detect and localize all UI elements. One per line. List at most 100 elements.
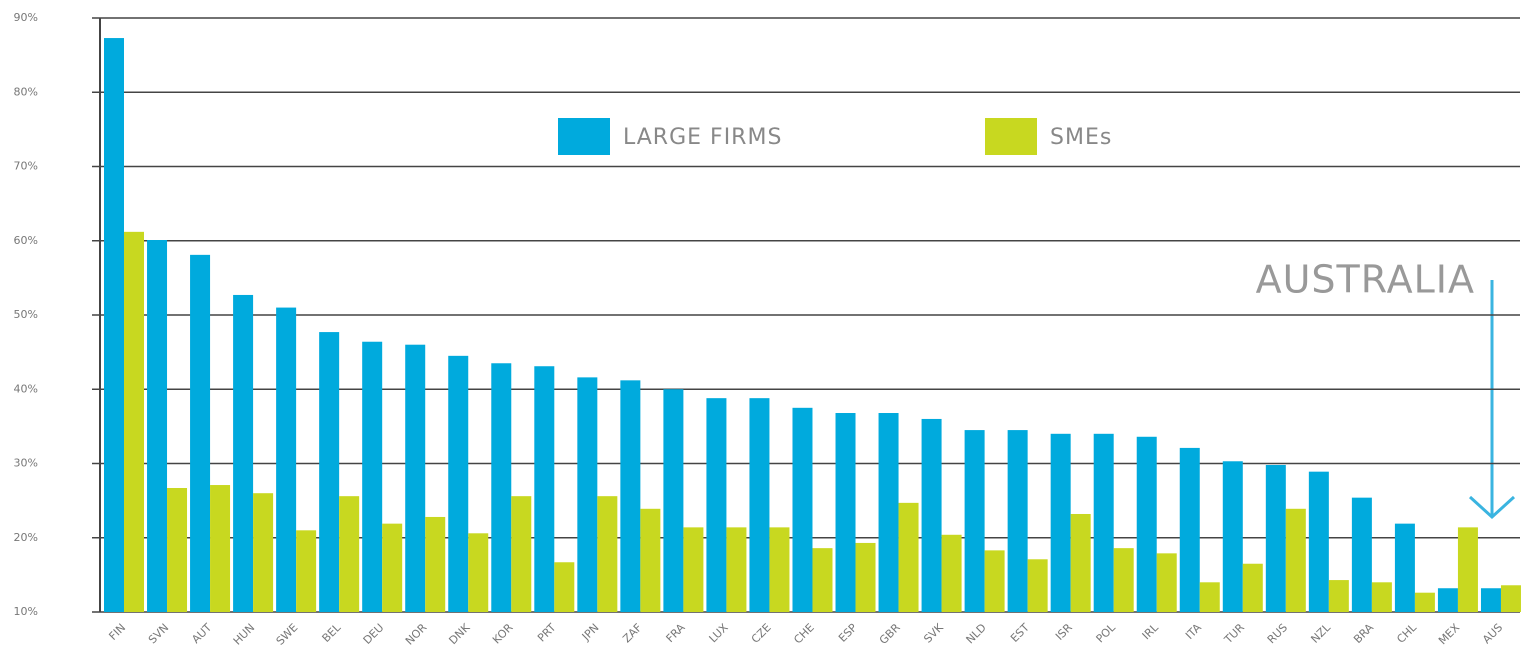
bar [1500,585,1521,612]
bar [1093,433,1114,612]
bar [147,240,168,612]
bar [577,377,598,612]
x-tick-label: AUT [189,621,214,646]
bar [534,366,555,612]
bar [812,548,833,612]
bar [339,496,360,612]
bar [1199,582,1220,612]
bar [382,523,403,612]
bar [1285,508,1306,612]
bar [362,341,383,612]
x-tick-label: AUS [1480,621,1505,646]
x-tick-label: ISR [1053,621,1075,643]
x-tick-label: FRA [664,621,688,645]
x-tick-label: ITA [1183,621,1204,642]
bar [190,254,211,613]
bar [620,380,641,612]
bar [1027,559,1048,612]
bar [597,496,618,612]
x-tick-label: MEX [1436,621,1462,647]
bar [554,562,575,612]
x-tick-label: NLD [964,621,989,646]
y-tick-label: 40% [14,382,38,395]
bar [1351,497,1372,612]
y-tick-label: 50% [14,308,38,321]
bar [210,485,231,612]
bar [1113,548,1134,612]
x-tick-label: IRL [1140,620,1162,642]
bar [491,363,512,612]
bar [941,534,962,612]
x-tick-label: HUN [231,621,258,648]
bar [749,398,770,612]
bar [663,389,684,612]
x-tick-label: TUR [1221,621,1247,647]
x-tick-label: SVK [921,621,946,646]
bar [1007,430,1028,612]
y-tick-label: 70% [14,160,38,173]
bar [726,527,747,612]
bar [1179,447,1200,612]
x-tick-label: POL [1094,620,1119,645]
legend-label: SMEs [1050,125,1112,150]
y-tick-label: 20% [14,531,38,544]
x-tick-label: DNK [446,621,473,648]
bar [1371,582,1392,612]
bar [1070,513,1091,612]
x-tick-label: DEU [361,621,387,647]
bar [1308,471,1329,612]
bar [319,332,340,612]
x-tick-label: GBR [877,621,903,647]
bar [855,542,876,612]
x-tick-label: KOR [490,621,516,647]
annotation: AUSTRALIA [1256,258,1475,302]
bar [124,231,144,612]
bar [104,38,124,613]
bar [921,418,942,612]
bar [253,493,274,612]
bar [964,430,985,612]
y-tick-label: 90% [14,11,38,24]
bar [1222,461,1243,612]
bar [1136,436,1157,612]
bar [835,413,856,612]
x-tick-label: NOR [403,621,430,648]
bar [1457,527,1478,612]
x-tick-label: CHE [791,621,816,646]
bar [1328,580,1349,612]
bar [1265,464,1286,612]
bar [640,508,661,612]
legend-swatch [985,118,1037,155]
bar [1242,563,1263,612]
bar [425,516,446,612]
x-tick-label: CZE [749,621,774,646]
bar [468,533,489,612]
bar [706,398,727,612]
bar [984,550,1005,612]
bar [898,502,919,612]
x-tick-label: SVN [146,621,171,646]
x-tick-label: ESP [836,621,860,645]
bar [878,413,899,612]
bar [405,344,426,612]
x-tick-label: PRT [535,621,559,645]
x-tick-label: EST [1008,621,1032,645]
x-tick-label: ZAF [620,621,644,645]
bar [296,530,317,612]
legend-swatch [558,118,610,155]
y-tick-label: 80% [14,85,38,98]
x-tick-label: JPN [579,621,602,644]
bar [511,496,532,612]
x-tick-label: SWE [274,621,301,648]
x-tick-label: LUX [707,621,731,645]
y-tick-label: 30% [14,457,38,470]
bar [683,527,704,612]
x-tick-label: BRA [1351,621,1376,646]
bar [792,407,813,612]
bar [1437,588,1458,612]
bar [1480,588,1501,612]
bar [1156,553,1177,612]
annotation-arrowhead [1468,495,1516,520]
x-tick-label: FIN [106,621,128,643]
x-tick-label: CHL [1394,620,1419,645]
